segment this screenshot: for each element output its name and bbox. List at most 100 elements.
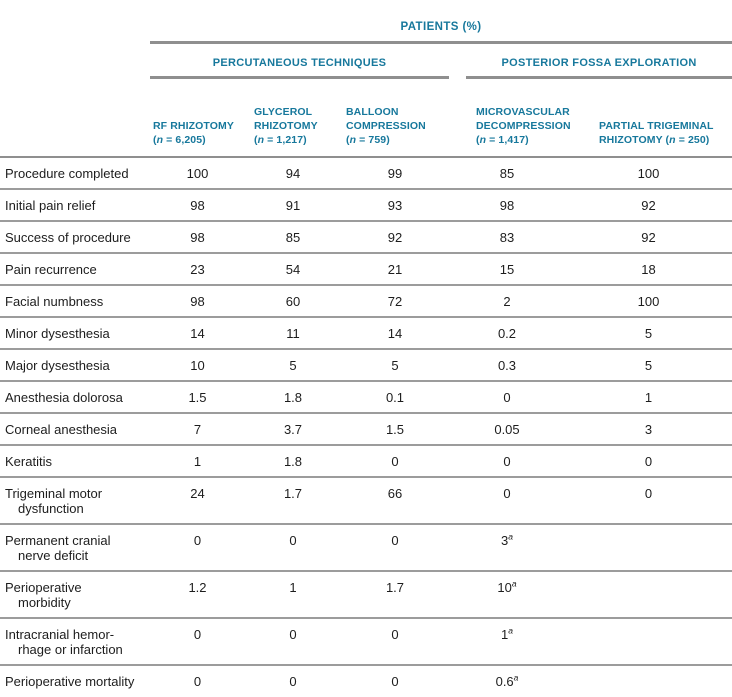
table-cell: 18 xyxy=(565,252,732,286)
column-header-microvascular-decompression: MICROVASCULAR DECOMPRESSION (n = 1,417) xyxy=(449,79,571,158)
superscript-a: a xyxy=(511,578,517,589)
table-cell: 98 xyxy=(150,284,245,318)
group-label: PERCUTANEOUS TECHNIQUES xyxy=(150,57,449,79)
table-cell: 3 xyxy=(565,412,732,446)
table-cell: 3a xyxy=(449,523,565,572)
column-n-count: (n = 1,417) xyxy=(476,134,529,147)
table-cell: 60 xyxy=(245,284,341,318)
table-cell: 99 xyxy=(341,156,449,190)
row-label: Major dysesthesia xyxy=(0,348,150,382)
table-cell: 0 xyxy=(289,673,297,689)
superscript-a: a xyxy=(508,625,513,636)
table-cell: 7 xyxy=(150,412,245,446)
table-row: Corneal anesthesia 7 3.7 1.5 0.05 3 xyxy=(0,412,732,446)
column-header-glycerol-rhizotomy: GLYCEROL RHIZOTOMY (n = 1,217) xyxy=(245,79,341,158)
table-cell: 11 xyxy=(245,316,341,350)
column-header-balloon-compression: BALLOON COMPRESSION (n = 759) xyxy=(341,79,449,158)
table-cell xyxy=(565,570,732,619)
table-cell: 0.05 xyxy=(449,412,565,446)
row-label: Anesthesia dolorosa xyxy=(0,380,150,414)
table-cell: 0 xyxy=(245,523,341,572)
table-cell: 1 xyxy=(150,444,245,478)
table-cell: 0 xyxy=(449,380,565,414)
column-name: DECOMPRESSION xyxy=(476,120,571,133)
row-label: Perioperative mortality xyxy=(5,673,135,689)
table-cell: 0 xyxy=(565,476,732,525)
table-cell: 54 xyxy=(245,252,341,286)
row-label: Pain recurrence xyxy=(0,252,150,286)
row-label: Success of procedure xyxy=(0,220,150,254)
table-cell: 1a xyxy=(449,617,565,666)
table-cell: 0.3 xyxy=(449,348,565,382)
table-cell: 1.8 xyxy=(245,444,341,478)
column-header-rf-rhizotomy: RF RHIZOTOMY (n = 6,205) xyxy=(150,79,245,158)
table-cell: 14 xyxy=(150,316,245,350)
table-cell: 0 xyxy=(341,523,449,572)
table-cell: 92 xyxy=(565,188,732,222)
row-label: Initial pain relief xyxy=(0,188,150,222)
table-cell: 66 xyxy=(341,476,449,525)
table-row: Pain recurrence 23 54 21 15 18 xyxy=(0,252,732,286)
table-cell xyxy=(565,617,732,666)
column-name: BALLOON xyxy=(346,106,399,118)
column-name: RF RHIZOTOMY xyxy=(153,120,234,133)
table-cell: 21 xyxy=(341,252,449,286)
table-row: Intracranial hemor-rhage or infarction 0… xyxy=(0,617,732,666)
table-row: Trigeminal motor dysfunction 24 1.7 66 0 … xyxy=(0,476,732,525)
column-name: RHIZOTOMY xyxy=(254,120,318,133)
table-cell: 3.7 xyxy=(245,412,341,446)
table-row: Anesthesia dolorosa 1.5 1.8 0.1 0 1 xyxy=(0,380,732,414)
table-cell: 85 xyxy=(245,220,341,254)
table-title: PATIENTS (%) xyxy=(150,0,732,44)
table-cell: 91 xyxy=(245,188,341,222)
table-cell: 14 xyxy=(341,316,449,350)
column-header-row: RF RHIZOTOMY (n = 6,205) GLYCEROL RHIZOT… xyxy=(0,79,732,158)
column-n-count: (n = 1,217) xyxy=(254,134,307,147)
table-cell: 93 xyxy=(341,188,449,222)
table-cell: 1.2 xyxy=(150,570,245,619)
table-cell: 98 xyxy=(150,220,245,254)
table-cell: 1.7 xyxy=(341,570,449,619)
spacer-cell xyxy=(0,43,150,80)
row-label: Procedure completed xyxy=(0,156,150,190)
row-label: Perioperative morbidity xyxy=(0,570,150,619)
table-row: Permanent cranial nerve deficit 0 0 0 3a xyxy=(0,523,732,572)
table-cell: 98 xyxy=(449,188,565,222)
table-row: Perioperative morbidity 1.2 1 1.7 10a xyxy=(0,570,732,619)
table-cell: 5 xyxy=(245,348,341,382)
table-cell: 0 xyxy=(565,444,732,478)
table-cell: 83 xyxy=(449,220,565,254)
row-label: Keratitis xyxy=(0,444,150,478)
table-row: Facial numbness 98 60 72 2 100 xyxy=(0,284,732,318)
column-name: COMPRESSION xyxy=(346,120,426,133)
table-cell: 94 xyxy=(245,156,341,190)
superscript-a: a xyxy=(513,672,519,683)
table-cell: 5 xyxy=(565,316,732,350)
table-cell: 0 xyxy=(341,444,449,478)
table-cell: 1.5 xyxy=(341,412,449,446)
spacer-cell xyxy=(0,0,150,43)
spacer-cell xyxy=(0,79,150,158)
table-row: Perioperative mortality 0 0 0 0.6a xyxy=(0,665,732,696)
table-cell: 10 xyxy=(150,348,245,382)
group-header-percutaneous: PERCUTANEOUS TECHNIQUES xyxy=(150,43,449,79)
table-cell: 0 xyxy=(449,444,565,478)
table-cell: 0 xyxy=(449,476,565,525)
row-label: Facial numbness xyxy=(0,284,150,318)
table-cell: 100 xyxy=(565,284,732,318)
table-cell: 10a xyxy=(449,570,565,619)
column-name: PARTIAL TRIGEMINAL xyxy=(599,120,714,133)
table-cell: 1.8 xyxy=(245,380,341,414)
table-cell: 23 xyxy=(150,252,245,286)
table-cell: 5 xyxy=(565,348,732,382)
superscript-a: a xyxy=(508,531,513,542)
table-cell: 0 xyxy=(341,617,449,666)
group-header-posterior-fossa: POSTERIOR FOSSA EXPLORATION xyxy=(449,43,732,79)
table-cell: 0.1 xyxy=(341,380,449,414)
table-cell: 2 xyxy=(449,284,565,318)
table-cell xyxy=(565,523,732,572)
table-cell: 92 xyxy=(341,220,449,254)
table-cell: 0 xyxy=(245,617,341,666)
column-name: GLYCEROL xyxy=(254,106,313,118)
